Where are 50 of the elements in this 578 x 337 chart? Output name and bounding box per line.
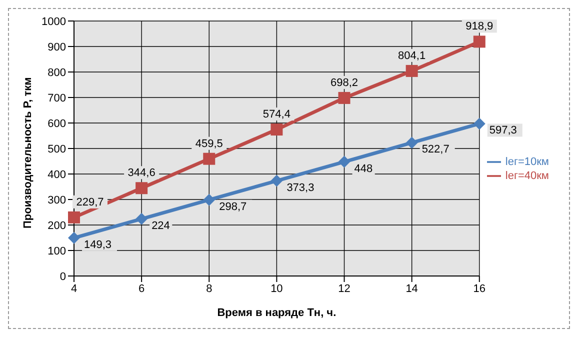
data-label: 918,9 xyxy=(466,20,494,33)
y-tick-label: 600 xyxy=(48,118,66,130)
y-tick-label: 0 xyxy=(60,270,66,283)
data-label: 298,7 xyxy=(219,200,247,213)
point xyxy=(406,136,418,149)
y-tick-label: 900 xyxy=(48,41,66,54)
point xyxy=(270,174,283,187)
point xyxy=(473,118,486,130)
x-tick-label: 8 xyxy=(206,282,212,295)
point xyxy=(406,64,418,77)
point xyxy=(473,36,486,48)
data-label: 373,3 xyxy=(286,182,314,194)
y-tick-label: 400 xyxy=(48,168,66,181)
data-label: 698,2 xyxy=(330,76,358,89)
y-tick-label: 1000 xyxy=(42,16,66,28)
point xyxy=(203,152,216,165)
point xyxy=(203,194,216,206)
y-tick-label: 800 xyxy=(48,66,66,79)
data-label: 574,4 xyxy=(262,108,290,121)
data-label: 459,5 xyxy=(195,138,223,150)
x-tick-label: 10 xyxy=(270,282,283,295)
y-tick-label: 700 xyxy=(48,92,66,104)
x-tick-label: 12 xyxy=(338,282,350,295)
data-label: 149,3 xyxy=(84,238,112,251)
data-label: 597,3 xyxy=(489,124,517,137)
point xyxy=(68,232,80,244)
data-label: 804,1 xyxy=(398,50,426,62)
legend-label: lег=40км xyxy=(505,169,549,182)
data-label: 229,7 xyxy=(76,196,104,208)
y-tick-label: 500 xyxy=(48,143,66,156)
point xyxy=(270,124,283,136)
data-label: 344,6 xyxy=(128,167,156,180)
legend-label: lег=10км xyxy=(505,155,549,168)
point xyxy=(338,92,350,104)
y-tick-label: 300 xyxy=(48,194,66,206)
y-tick-label: 100 xyxy=(48,245,66,258)
point xyxy=(338,156,350,168)
data-label: 522,7 xyxy=(422,144,450,156)
point xyxy=(136,182,148,194)
y-axis-title: Производительность Р, ткм xyxy=(22,77,34,228)
x-tick-label: 6 xyxy=(138,282,145,295)
data-label: 224 xyxy=(152,220,170,232)
x-tick-label: 14 xyxy=(406,282,418,295)
x-tick-label: 4 xyxy=(70,282,78,295)
data-label: 448 xyxy=(354,162,373,175)
x-tick-label: 16 xyxy=(473,282,486,295)
point xyxy=(68,211,80,224)
x-axis-title: Время в наряде Тн, ч. xyxy=(217,307,336,319)
y-tick-label: 200 xyxy=(48,220,66,232)
point xyxy=(136,212,148,225)
